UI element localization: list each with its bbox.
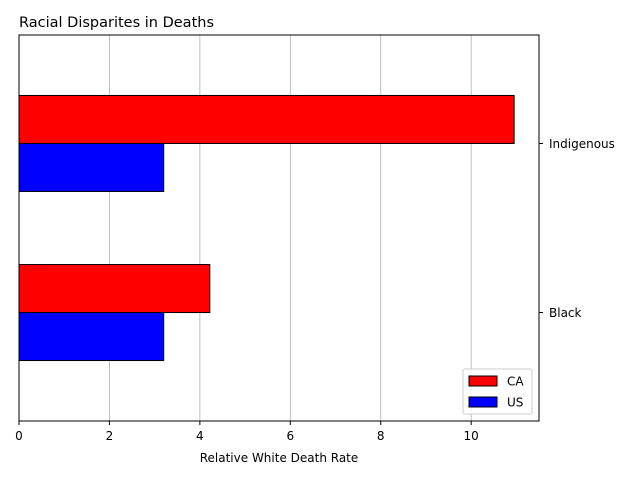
x-tick-label: 8 xyxy=(377,429,385,443)
x-tick-label: 10 xyxy=(464,429,479,443)
x-tick-label: 6 xyxy=(286,429,294,443)
chart-title: Racial Disparites in Deaths xyxy=(19,15,214,31)
bar-ca-indigenous xyxy=(18,94,515,144)
legend-label-us: US xyxy=(507,396,523,410)
x-tick-label: 0 xyxy=(15,429,23,443)
legend-swatch-us xyxy=(468,396,498,408)
x-axis-ticks: 0 2 4 6 8 10 xyxy=(15,421,479,443)
y-axis-ticks: Black Indigenous xyxy=(539,137,615,320)
x-tick-label: 4 xyxy=(196,429,204,443)
y-tick-label: Indigenous xyxy=(549,137,615,151)
bar-us-indigenous xyxy=(18,142,165,192)
y-tick-label: Black xyxy=(549,306,582,320)
plot-frame xyxy=(18,34,540,422)
grid-layer xyxy=(109,35,472,421)
x-tick-label: 2 xyxy=(106,429,114,443)
legend: CA US xyxy=(462,368,533,415)
legend-label-ca: CA xyxy=(507,375,524,389)
bars-layer xyxy=(18,94,515,362)
bar-ca-black xyxy=(18,264,211,314)
legend-swatch-ca xyxy=(468,375,498,387)
bar-us-black xyxy=(18,312,165,362)
x-axis-label: Relative White Death Rate xyxy=(200,451,359,465)
